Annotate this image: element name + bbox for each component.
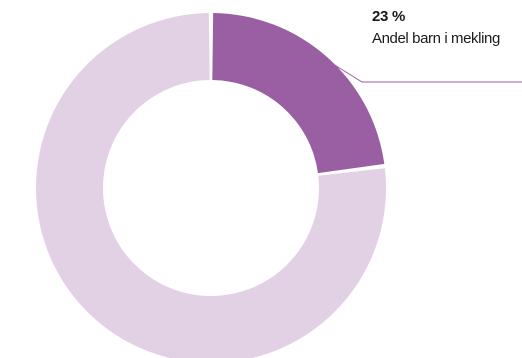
- donut-slice-1: [36, 13, 386, 358]
- donut-slice-0: [212, 13, 385, 174]
- slice-value-label: 23 %: [372, 8, 405, 25]
- annotation-leader-line: [317, 53, 522, 83]
- donut-slices: [36, 13, 386, 358]
- slice-category-label: Andel barn i mekling: [372, 30, 500, 47]
